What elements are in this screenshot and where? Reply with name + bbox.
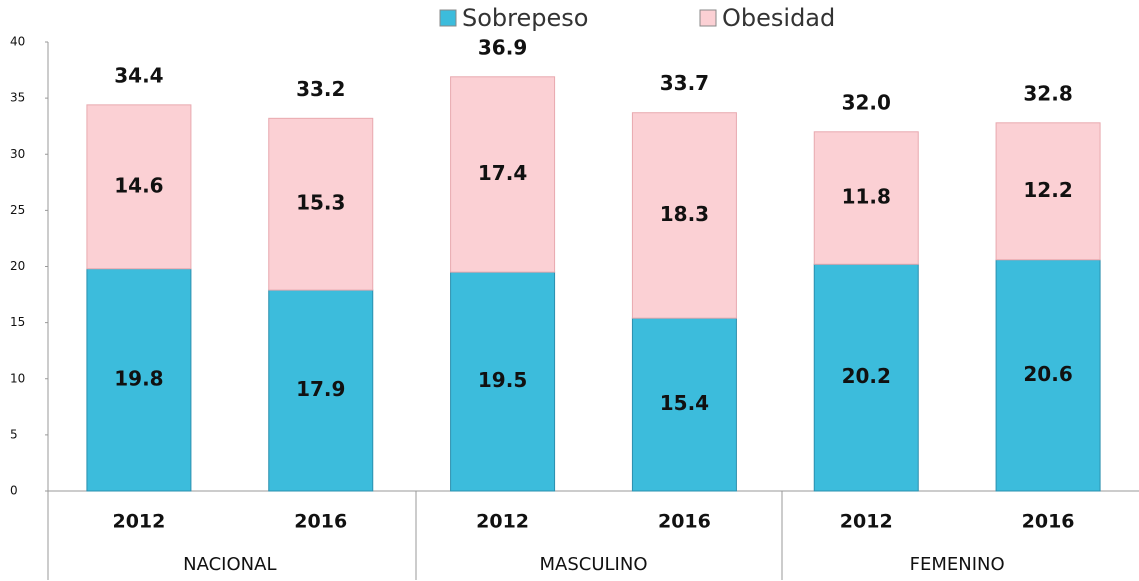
bar-segment	[268, 117, 374, 291]
total-label: 33.7	[660, 71, 709, 95]
group-label: MASCULINO	[540, 554, 648, 575]
bar-segment	[995, 122, 1101, 261]
group-label: NACIONAL	[183, 554, 276, 575]
bar-segment	[813, 263, 919, 492]
value-label: 15.3	[296, 191, 345, 215]
total-label: 36.9	[478, 35, 527, 59]
bar-segment	[813, 131, 919, 265]
total-label: 32.8	[1023, 81, 1072, 105]
y-tick-label: 15	[10, 315, 25, 329]
legend-swatch	[699, 9, 717, 27]
total-label: 33.2	[296, 77, 345, 101]
bar-segment	[631, 112, 737, 319]
y-tick-label: 20	[10, 259, 25, 273]
x-tick-label: 2016	[1022, 511, 1075, 533]
value-label: 17.9	[296, 377, 345, 401]
x-tick-label: 2016	[658, 511, 711, 533]
x-tick-label: 2012	[840, 511, 893, 533]
x-tick-label: 2016	[294, 511, 347, 533]
value-label: 12.2	[1023, 178, 1072, 202]
x-tick-label: 2012	[476, 511, 529, 533]
y-tick-label: 35	[10, 91, 25, 105]
total-label: 32.0	[842, 90, 891, 114]
group-label: FEMENINO	[910, 554, 1005, 575]
y-tick-label: 40	[10, 35, 25, 49]
y-tick-label: 0	[10, 484, 18, 498]
bar-segment	[631, 317, 737, 492]
bar-segment	[450, 271, 556, 492]
x-tick-label: 2012	[112, 511, 165, 533]
legend-label: Obesidad	[722, 4, 835, 32]
y-tick-label: 10	[10, 371, 25, 385]
y-tick-label: 30	[10, 147, 25, 161]
y-tick-label: 25	[10, 203, 25, 217]
legend-label: Sobrepeso	[462, 4, 588, 32]
bar-segment	[268, 289, 374, 492]
value-label: 18.3	[660, 202, 709, 226]
bar-segment	[450, 76, 556, 273]
value-label: 20.2	[842, 364, 891, 388]
value-label: 17.4	[478, 161, 527, 185]
value-label: 14.6	[114, 173, 163, 197]
value-label: 15.4	[660, 391, 709, 415]
value-label: 19.8	[114, 366, 163, 390]
bar-segment	[86, 104, 192, 270]
legend-swatch	[439, 9, 457, 27]
bar-segment	[86, 268, 192, 492]
total-label: 34.4	[114, 63, 163, 87]
y-tick-label: 5	[10, 427, 18, 441]
value-label: 20.6	[1023, 362, 1072, 386]
value-label: 19.5	[478, 368, 527, 392]
value-label: 11.8	[842, 185, 891, 209]
